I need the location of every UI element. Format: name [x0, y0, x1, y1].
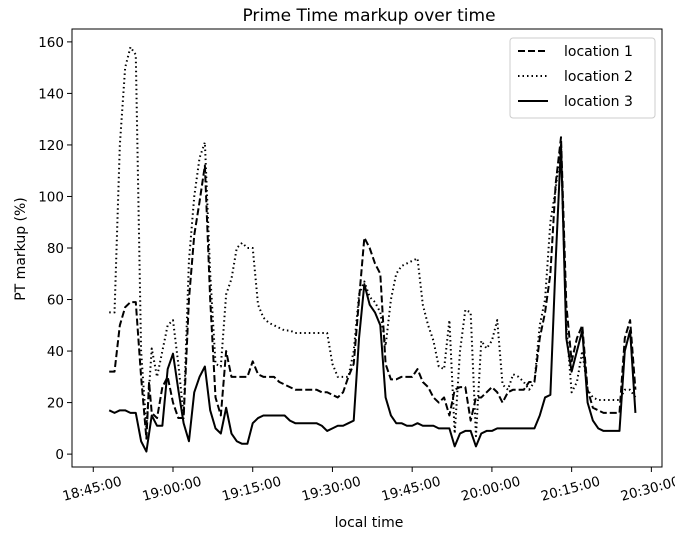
legend-label: location 2 [564, 69, 633, 85]
y-tick-label: 40 [47, 344, 64, 360]
x-tick-label: 19:00:00 [141, 474, 204, 505]
y-tick-label: 60 [47, 293, 64, 309]
y-tick-label: 140 [38, 86, 64, 102]
x-tick-label: 18:45:00 [61, 474, 124, 505]
y-tick-label: 120 [38, 138, 64, 154]
legend-label: location 3 [564, 94, 633, 110]
x-tick-label: 20:00:00 [460, 474, 523, 505]
y-tick-label: 80 [47, 241, 64, 257]
y-tick-label: 100 [38, 189, 64, 205]
x-tick-label: 20:30:00 [619, 474, 675, 505]
y-tick-label: 0 [55, 447, 64, 463]
x-tick-label: 19:15:00 [220, 474, 283, 505]
y-axis-label: PT markup (%) [13, 197, 29, 301]
x-axis: 18:45:00 19:00:00 19:15:00 19:30:00 19:45:00… [61, 467, 675, 505]
x-axis-label: local time [335, 515, 404, 531]
y-axis: 0 20 40 60 80 100 120 140 160 [38, 35, 72, 463]
y-tick-label: 20 [47, 396, 64, 412]
x-tick-label: 19:45:00 [380, 474, 443, 505]
series-line-1 [109, 137, 635, 438]
y-tick-label: 160 [38, 35, 64, 51]
legend: location 1 location 2 location 3 [510, 38, 655, 118]
chart-title: Prime Time markup over time [242, 6, 495, 26]
legend-label: location 1 [564, 44, 633, 60]
x-tick-label: 19:30:00 [300, 474, 363, 505]
x-tick-label: 20:15:00 [539, 474, 602, 505]
